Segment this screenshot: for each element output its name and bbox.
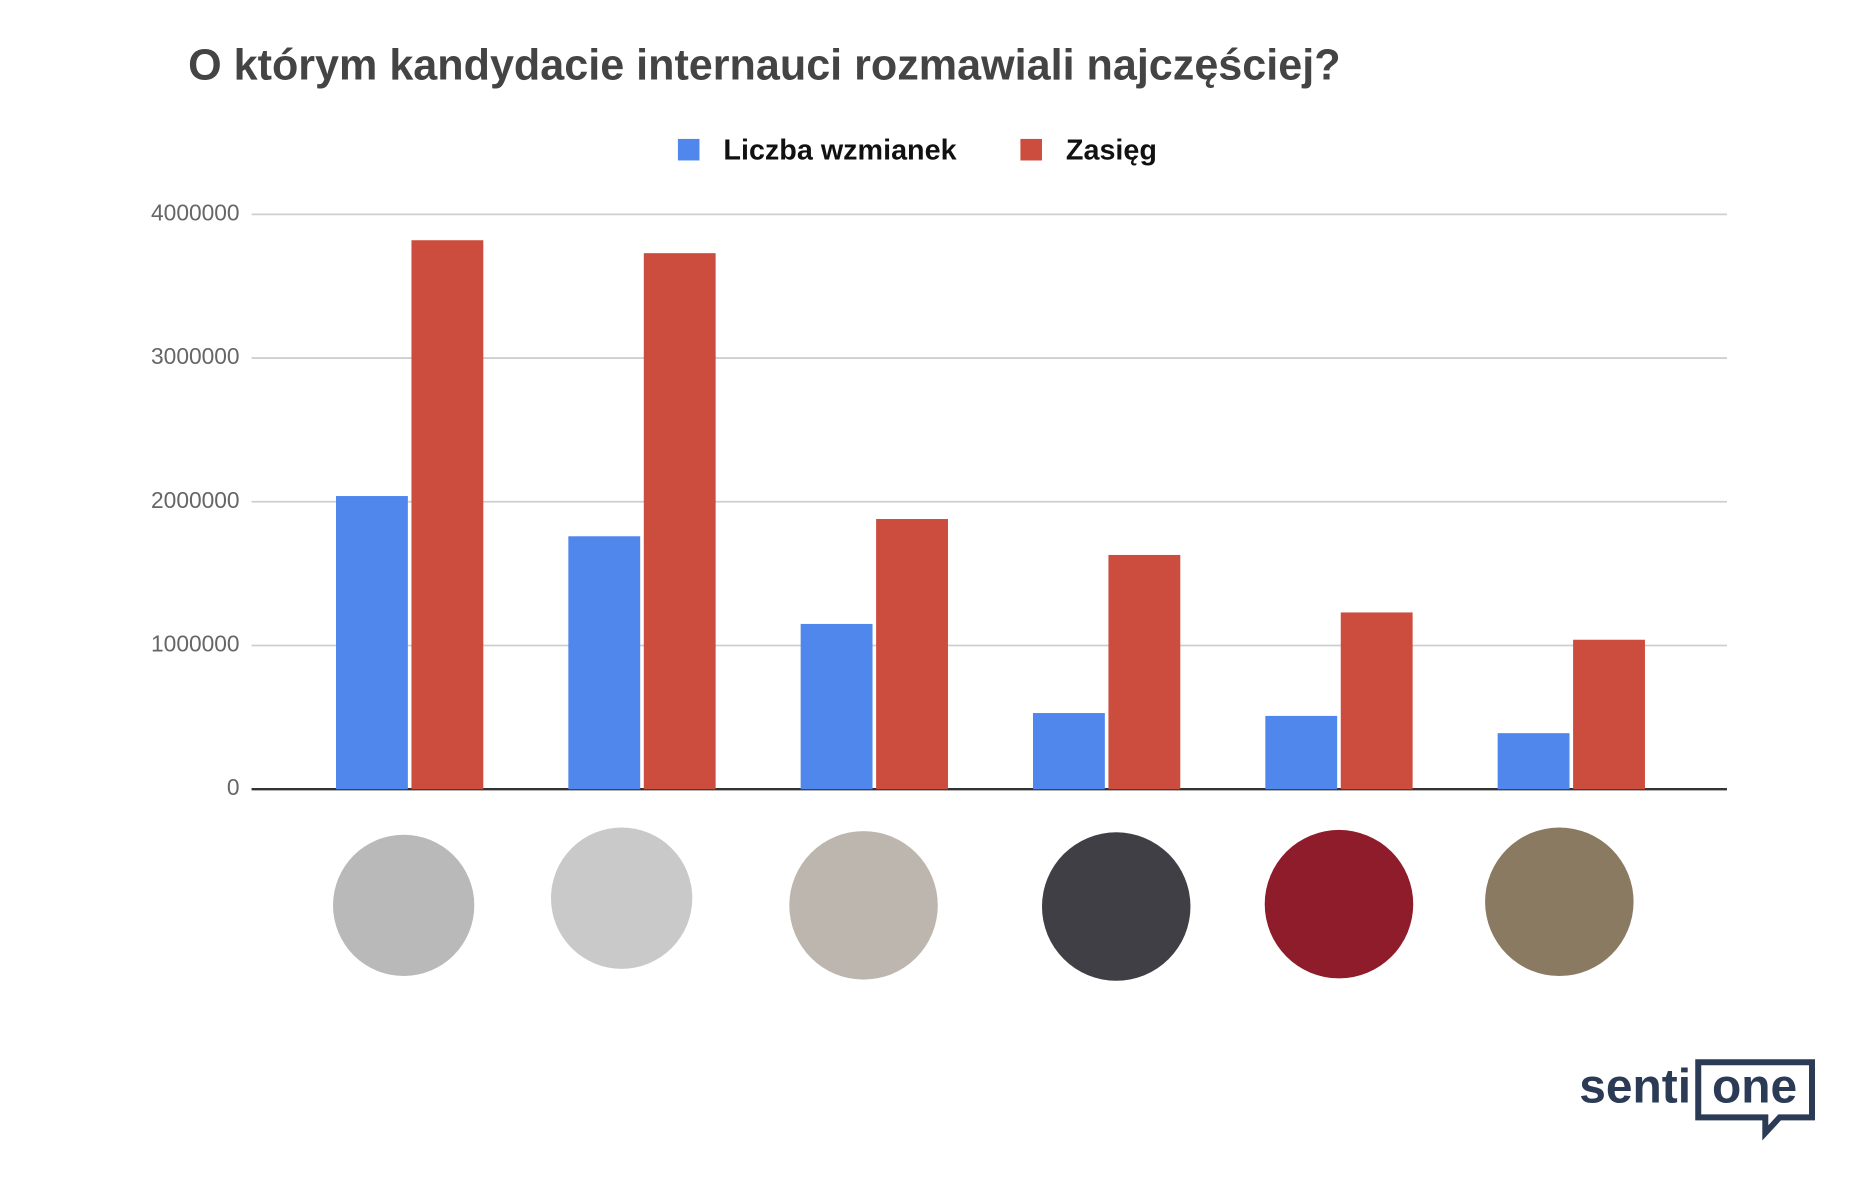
bar: [1497, 733, 1570, 790]
legend-label: Liczba wzmianek: [723, 135, 957, 167]
bar: [800, 623, 873, 790]
bar: [568, 536, 641, 790]
legend-swatch: [677, 138, 700, 161]
candidate-photo: [1264, 829, 1414, 979]
candidate-photo: [1485, 827, 1634, 977]
bar: [411, 240, 484, 790]
y-tick-label: 3000000: [151, 343, 240, 369]
logo: senti one: [1579, 1059, 1816, 1141]
logo-text: senti: [1579, 1060, 1691, 1113]
bar: [336, 496, 408, 790]
y-tick-label: 2000000: [151, 487, 240, 513]
candidate-photo: [550, 827, 693, 969]
candidate-photo: [333, 834, 475, 977]
legend-swatch: [1020, 138, 1042, 161]
y-tick-label: 0: [227, 774, 240, 800]
chart-title: O którym kandydacie internauci rozmawial…: [188, 42, 1340, 90]
bar: [1032, 713, 1105, 790]
bar: [876, 519, 948, 790]
logo-text: one: [1712, 1060, 1797, 1113]
bar: [1265, 715, 1338, 790]
photos: [333, 827, 1634, 981]
legend-label: Zasięg: [1066, 135, 1157, 167]
y-tick-label: 4000000: [151, 199, 240, 225]
candidate-photo: [789, 831, 938, 980]
candidate-photo: [1041, 832, 1191, 981]
bar: [1573, 639, 1645, 790]
bar: [1108, 554, 1181, 790]
logo-box: [1695, 1059, 1816, 1141]
bar: [1340, 612, 1413, 790]
y-tick-label: 1000000: [151, 631, 240, 657]
bar: [643, 253, 716, 790]
